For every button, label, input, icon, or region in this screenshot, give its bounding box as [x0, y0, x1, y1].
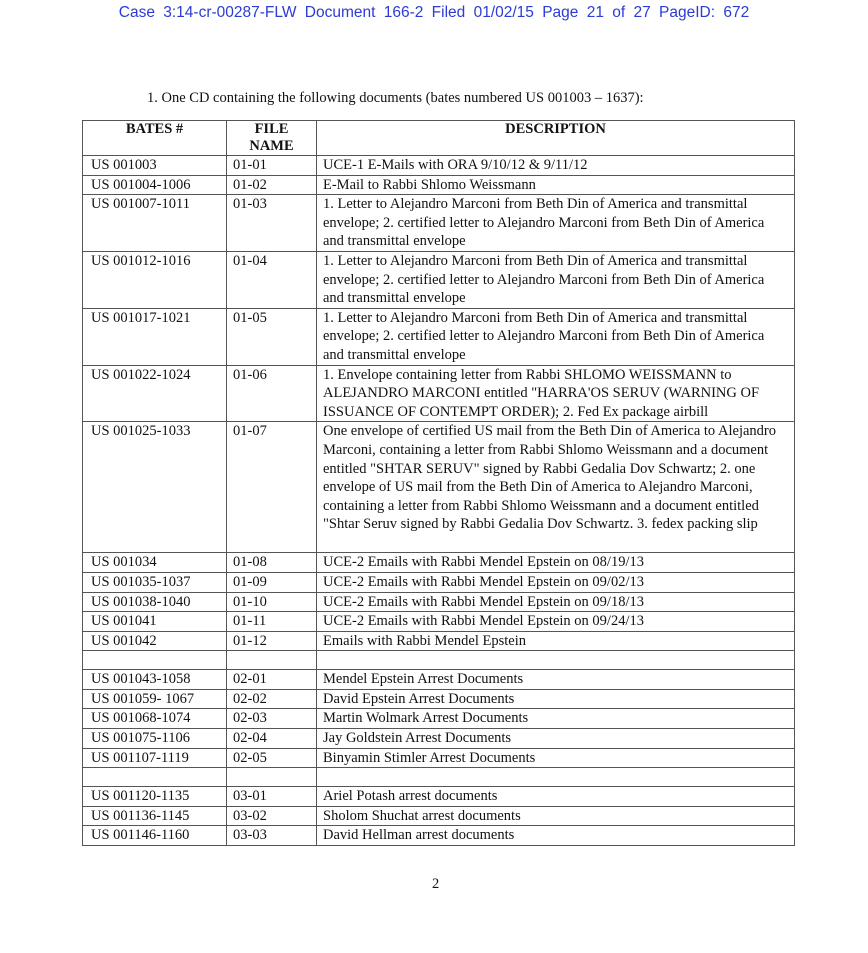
bates-cell: US 001025-1033	[82, 421, 227, 554]
bates-cell: US 001012-1016	[82, 250, 227, 309]
file-name-cell: 01-11	[226, 611, 317, 632]
file-name-cell: 01-04	[226, 250, 317, 309]
description-cell: Sholom Shuchat arrest documents	[316, 805, 795, 827]
description-cell: 1. Letter to Alejandro Marconi from Beth…	[316, 250, 795, 309]
table-row: US 001007-1011 01-03 1. Letter to Alejandr…	[82, 194, 795, 252]
description-cell: 1. Envelope containing letter from Rabbi…	[316, 364, 795, 423]
bates-cell: US 001107-1119	[82, 747, 227, 769]
table-row: US 001075-1106 02-04 Jay Goldstein Arrest …	[82, 728, 795, 749]
bates-cell: US 001042	[82, 630, 227, 652]
table-row	[82, 650, 795, 671]
file-name-cell	[226, 650, 317, 671]
page-number: 2	[432, 876, 440, 892]
table-row: US 001003 01-01 UCE-1 E-Mails with ORA 9/1…	[82, 155, 795, 176]
file-name-cell: 02-01	[226, 669, 317, 690]
description-cell: Martin Wolmark Arrest Documents	[316, 708, 795, 730]
file-name-cell: 01-05	[226, 307, 317, 366]
table-row: US 001041 01-11 UCE-2 Emails with Rabbi Me…	[82, 611, 795, 632]
bates-cell: US 001017-1021	[82, 307, 227, 366]
file-name-cell: 03-02	[226, 805, 317, 827]
table-row: US 001004-1006 01-02 E-Mail to Rabbi Shlom…	[82, 174, 795, 196]
intro-line: 1. One CD containing the following docum…	[147, 90, 644, 106]
bates-cell: US 001004-1006	[82, 174, 227, 196]
description-cell	[316, 650, 795, 671]
file-name-cell: 03-03	[226, 825, 317, 847]
bates-cell: US 001035-1037	[82, 571, 227, 593]
file-name-cell: 01-10	[226, 591, 317, 613]
description-cell: UCE-2 Emails with Rabbi Mendel Epstein o…	[316, 571, 795, 593]
bates-cell: US 001038-1040	[82, 591, 227, 613]
description-cell: David Hellman arrest documents	[316, 825, 795, 847]
file-name-cell	[226, 767, 317, 788]
description-cell: One envelope of certified US mail from t…	[316, 421, 795, 554]
bates-cell: US 001007-1011	[82, 194, 227, 252]
description-cell: Emails with Rabbi Mendel Epstein	[316, 630, 795, 652]
table-row: US 001043-1058 02-01 Mendel Epstein Arrest…	[82, 669, 795, 690]
file-name-cell: 02-05	[226, 747, 317, 769]
table-row: US 001146-1160 03-03 David Hellman arrest …	[82, 825, 795, 847]
description-cell: UCE-2 Emails with Rabbi Mendel Epstein o…	[316, 611, 795, 632]
file-name-cell: 01-09	[226, 571, 317, 593]
file-name-cell: 01-07	[226, 421, 317, 554]
file-name-cell: 01-12	[226, 630, 317, 652]
table-row: US 001042 01-12 Emails with Rabbi Mendel E…	[82, 630, 795, 652]
description-cell: Mendel Epstein Arrest Documents	[316, 669, 795, 690]
description-cell: Jay Goldstein Arrest Documents	[316, 728, 795, 749]
table-row: US 001035-1037 01-09 UCE-2 Emails with Rab…	[82, 571, 795, 593]
documents-table: BATES # FILE NAME DESCRIPTION US 001003 0…	[82, 120, 795, 847]
bates-cell	[82, 767, 227, 788]
file-name-cell: 02-04	[226, 728, 317, 749]
bates-cell: US 001041	[82, 611, 227, 632]
table-row: US 001107-1119 02-05 Binyamin Stimler Arre…	[82, 747, 795, 769]
table-row: US 001136-1145 03-02 Sholom Shuchat arrest…	[82, 805, 795, 827]
col-description: DESCRIPTION	[316, 120, 795, 156]
bates-cell: US 001136-1145	[82, 805, 227, 827]
description-cell: UCE-2 Emails with Rabbi Mendel Epstein o…	[316, 591, 795, 613]
table-row	[82, 767, 795, 788]
file-name-cell: 01-02	[226, 174, 317, 196]
description-cell: 1. Letter to Alejandro Marconi from Beth…	[316, 194, 795, 252]
bates-cell: US 001043-1058	[82, 669, 227, 690]
file-name-cell: 01-08	[226, 552, 317, 573]
description-cell: 1. Letter to Alejandro Marconi from Beth…	[316, 307, 795, 366]
bates-cell: US 001022-1024	[82, 364, 227, 423]
file-name-cell: 01-01	[226, 155, 317, 176]
table-row: US 001022-1024 01-06 1. Envelope containin…	[82, 364, 795, 423]
table-row: US 001068-1074 02-03 Martin Wolmark Arrest…	[82, 708, 795, 730]
col-file-name: FILE NAME	[226, 120, 317, 156]
table-row: US 001025-1033 01-07 One envelope of certi…	[82, 421, 795, 554]
table-row: US 001038-1040 01-10 UCE-2 Emails with Rab…	[82, 591, 795, 613]
col-bates: BATES #	[82, 120, 227, 156]
case-header: Case 3:14-cr-00287-FLW Document 166-2 Fi…	[118, 4, 750, 21]
bates-cell	[82, 650, 227, 671]
description-cell: UCE-1 E-Mails with ORA 9/10/12 & 9/11/12	[316, 155, 795, 176]
file-name-cell: 01-06	[226, 364, 317, 423]
table-row: US 001059- 1067 02-02 David Epstein Arrest…	[82, 688, 795, 710]
file-name-cell: 03-01	[226, 786, 317, 807]
description-cell: Binyamin Stimler Arrest Documents	[316, 747, 795, 769]
description-cell	[316, 767, 795, 788]
bates-cell: US 001120-1135	[82, 786, 227, 807]
description-cell: E-Mail to Rabbi Shlomo Weissmann	[316, 174, 795, 196]
file-name-cell: 02-03	[226, 708, 317, 730]
bates-cell: US 001003	[82, 155, 227, 176]
table-header: BATES # FILE NAME DESCRIPTION	[82, 120, 795, 156]
description-cell: UCE-2 Emails with Rabbi Mendel Epstein o…	[316, 552, 795, 573]
description-cell: Ariel Potash arrest documents	[316, 786, 795, 807]
table-row: US 001120-1135 03-01 Ariel Potash arrest d…	[82, 786, 795, 807]
bates-cell: US 001068-1074	[82, 708, 227, 730]
bates-cell: US 001075-1106	[82, 728, 227, 749]
description-cell: David Epstein Arrest Documents	[316, 688, 795, 710]
table-row: US 001012-1016 01-04 1. Letter to Alejandr…	[82, 250, 795, 309]
file-name-cell: 02-02	[226, 688, 317, 710]
bates-cell: US 001034	[82, 552, 227, 573]
table-row: US 001034 01-08 UCE-2 Emails with Rabbi Me…	[82, 552, 795, 573]
bates-cell: US 001059- 1067	[82, 688, 227, 710]
table-row: US 001017-1021 01-05 1. Letter to Alejandr…	[82, 307, 795, 366]
file-name-cell: 01-03	[226, 194, 317, 252]
bates-cell: US 001146-1160	[82, 825, 227, 847]
